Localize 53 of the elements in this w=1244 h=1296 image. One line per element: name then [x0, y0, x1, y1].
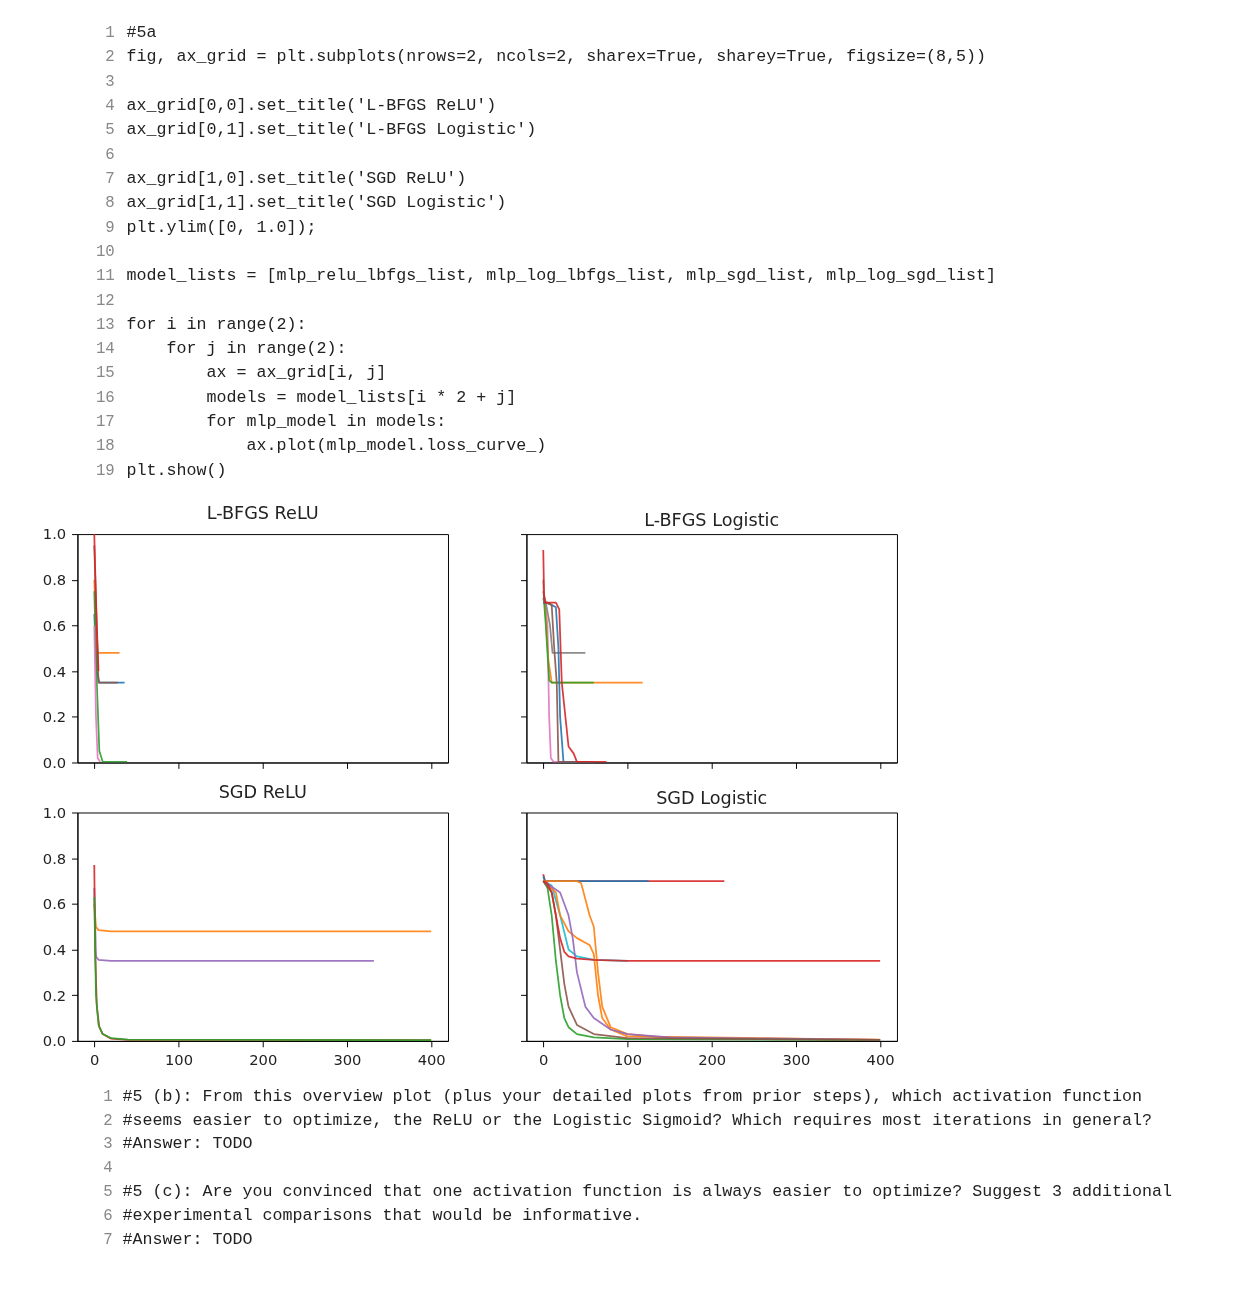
text: 13 for i in range(2): — [95, 314, 307, 334]
chart-title: L-BFGS ReLU — [206, 503, 319, 524]
text: 4 — [103, 1159, 113, 1178]
text: 2 fig, ax_grid = plt.subplots(nrows=2, ncols=2, sharex=True, sharey=True, figsize=(8,5)) — [105, 47, 987, 67]
text: 1 #5 (b): From this overview plot (plus your detailed plots from prior steps), which activation function — [103, 1086, 1143, 1106]
chart-title: SGD ReLU — [218, 781, 307, 802]
x-tick-label: 100 — [613, 1050, 642, 1068]
text: 4 ax_grid[0,0].set_title('L-BFGS ReLU') — [105, 96, 497, 116]
y-tick-label: 0.0 — [42, 753, 67, 771]
y-tick-label: 0.8 — [42, 849, 67, 867]
text: 15 ax = ax_grid[i, j] — [95, 363, 387, 383]
text: 16 models = model_lists[i * 2 + j] — [95, 387, 517, 407]
y-tick-label: 0.2 — [42, 708, 67, 726]
y-tick-label: 0.8 — [42, 571, 67, 589]
text: 1 #5a — [105, 23, 157, 43]
x-tick-label: 100 — [164, 1050, 194, 1068]
x-tick-label: 200 — [698, 1050, 727, 1068]
y-tick-label: 0.2 — [42, 986, 67, 1004]
text: 7 ax_grid[1,0].set_title('SGD ReLU') — [105, 168, 467, 188]
x-tick-label: 400 — [417, 1050, 446, 1068]
x-tick-label: 0 — [539, 1050, 549, 1068]
chart-title: SGD Logistic — [656, 788, 768, 809]
text: 17 for mlp_model in models: — [95, 412, 447, 432]
x-tick-label: 300 — [333, 1050, 362, 1068]
x-tick-label: 200 — [249, 1050, 278, 1068]
text: 10 — [95, 242, 115, 261]
y-tick-label: 1.0 — [42, 525, 67, 543]
text: 11 model_lists = [mlp_relu_lbfgs_list, mlp_log_lbfgs_list, mlp_sgd_list, mlp_log_sgd_list] — [95, 266, 997, 286]
text: 12 — [95, 291, 115, 310]
text: 5 #5 (c): Are you convinced that one activation function is always easier to optimize? Suggest 3 additional — [103, 1182, 1173, 1201]
y-tick-label: 0.6 — [42, 616, 67, 634]
x-tick-label: 400 — [866, 1050, 895, 1068]
text: 5 ax_grid[0,1].set_title('L-BFGS Logistic') — [105, 120, 537, 140]
text: 6 #experimental comparisons that would be informative. — [103, 1205, 643, 1225]
x-tick-label: 0 — [90, 1050, 100, 1068]
text: #Answer: TODO — [122, 1134, 253, 1154]
text: 19 plt.show() — [95, 460, 227, 480]
y-tick-label: 1.0 — [42, 803, 67, 821]
text: 7 #Answer: TODO — [103, 1229, 253, 1249]
text: 6 — [105, 145, 115, 164]
y-tick-label: 0.4 — [42, 940, 67, 958]
text: 14 for j in range(2): — [95, 339, 347, 359]
y-tick-label: 0.0 — [42, 1032, 67, 1050]
text: 3 — [105, 72, 115, 91]
text: 3 — [103, 1135, 113, 1154]
text: 9 plt.ylim([0, 1.0]); — [105, 217, 317, 237]
text: 8 ax_grid[1,1].set_title('SGD Logistic') — [105, 193, 507, 213]
x-tick-label: 300 — [782, 1050, 811, 1068]
y-tick-label: 0.4 — [42, 662, 67, 680]
y-tick-label: 0.6 — [42, 895, 67, 913]
chart-title: L-BFGS Logistic — [644, 509, 780, 530]
text: 18 ax.plot(mlp_model.loss_curve_) — [95, 436, 547, 456]
text: 2 #seems easier to optimize, the ReLU or the Logistic Sigmoid? Which requires most iterations in general? — [103, 1110, 1153, 1130]
